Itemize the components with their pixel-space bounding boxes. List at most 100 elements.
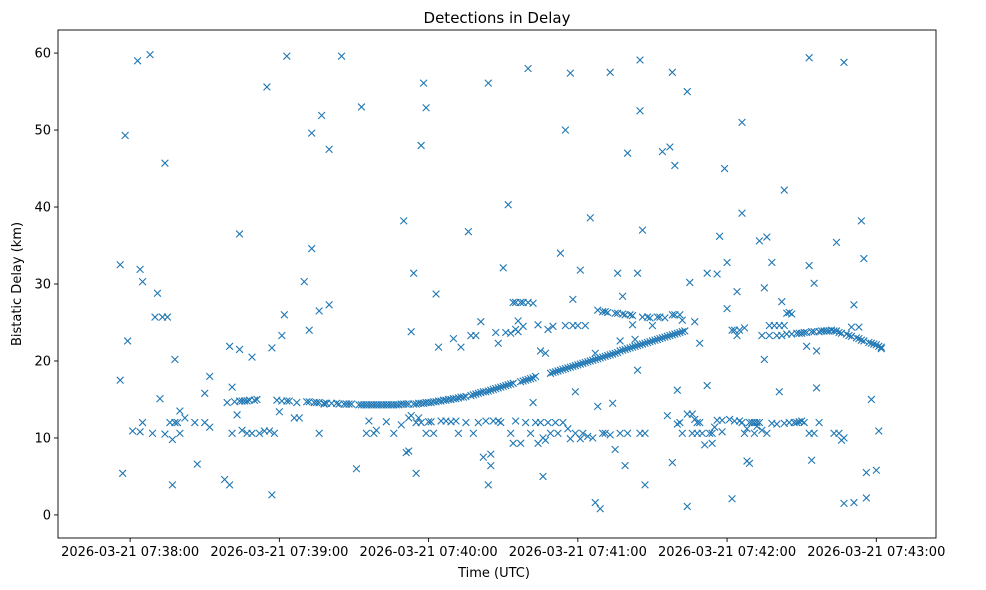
data-point xyxy=(504,381,512,389)
data-point xyxy=(452,394,460,403)
data-point xyxy=(626,310,634,319)
data-point xyxy=(300,277,309,286)
data-point xyxy=(275,407,284,416)
data-point xyxy=(800,328,808,337)
data-point xyxy=(778,297,786,306)
data-point xyxy=(598,429,607,438)
data-point xyxy=(867,395,876,404)
x-tick-label: 2026-03-21 07:38:00 xyxy=(61,545,199,560)
data-point xyxy=(611,309,619,318)
data-point xyxy=(860,254,868,263)
data-point xyxy=(740,429,749,438)
data-point xyxy=(161,430,169,438)
data-point xyxy=(840,58,848,67)
data-point xyxy=(775,387,784,396)
data-point xyxy=(708,439,716,448)
data-point xyxy=(810,429,818,438)
data-point xyxy=(860,337,868,345)
data-point xyxy=(641,339,649,348)
data-point xyxy=(571,361,580,370)
data-point xyxy=(564,424,572,433)
data-point xyxy=(544,325,552,334)
data-point xyxy=(559,365,567,374)
data-point xyxy=(835,328,843,337)
data-point xyxy=(422,429,430,438)
data-point xyxy=(671,161,679,170)
data-point xyxy=(579,429,587,438)
data-point xyxy=(840,434,848,442)
data-point xyxy=(325,300,333,309)
data-point xyxy=(875,427,883,435)
data-point xyxy=(521,376,530,385)
data-point xyxy=(280,310,289,319)
data-point xyxy=(516,298,525,307)
data-point xyxy=(489,385,498,394)
data-point xyxy=(862,468,871,477)
data-point xyxy=(608,350,617,358)
data-point xyxy=(606,431,614,439)
data-point xyxy=(268,344,276,352)
data-point xyxy=(302,397,311,406)
data-point xyxy=(118,469,127,478)
y-tick-label: 40 xyxy=(34,201,51,216)
data-point xyxy=(536,418,545,427)
data-point xyxy=(850,498,858,507)
data-point xyxy=(720,164,729,173)
data-point xyxy=(496,418,505,427)
y-axis-label: Bistatic Delay (km) xyxy=(10,222,25,346)
data-point xyxy=(703,381,711,390)
data-point xyxy=(710,423,719,431)
data-point xyxy=(191,418,199,427)
data-point xyxy=(292,398,301,407)
data-point xyxy=(168,481,177,489)
data-point xyxy=(482,387,490,396)
data-point xyxy=(753,422,761,431)
data-point xyxy=(695,339,704,348)
data-point xyxy=(477,317,485,326)
data-point xyxy=(653,313,662,321)
data-point xyxy=(646,314,654,322)
data-point xyxy=(427,417,435,426)
data-point xyxy=(432,290,440,298)
data-point xyxy=(559,418,567,427)
data-point xyxy=(536,347,545,355)
data-point xyxy=(569,362,577,371)
data-point xyxy=(850,300,858,309)
data-point xyxy=(688,410,697,418)
data-point xyxy=(872,466,881,475)
data-point xyxy=(648,321,657,330)
data-point xyxy=(138,277,147,286)
data-point xyxy=(576,360,585,368)
data-point xyxy=(698,429,706,438)
x-tick-label: 2026-03-21 07:41:00 xyxy=(509,545,647,560)
data-point xyxy=(469,391,478,399)
data-point xyxy=(574,321,582,330)
data-point xyxy=(678,316,687,324)
data-point xyxy=(549,322,557,331)
data-point xyxy=(666,143,674,151)
data-point xyxy=(653,335,662,344)
y-tick-label: 10 xyxy=(34,431,51,446)
data-point xyxy=(685,278,694,287)
data-point xyxy=(399,217,408,225)
data-point xyxy=(315,307,323,315)
data-point xyxy=(491,328,500,337)
data-point xyxy=(486,386,495,395)
data-point xyxy=(631,342,639,351)
data-point xyxy=(718,427,726,436)
data-point xyxy=(494,384,503,392)
data-point xyxy=(312,398,321,407)
data-point xyxy=(618,346,627,354)
data-point xyxy=(509,298,517,307)
data-point xyxy=(449,334,458,343)
data-point xyxy=(603,308,612,317)
x-tick-label: 2026-03-21 07:42:00 xyxy=(658,545,796,560)
data-point xyxy=(417,418,425,427)
data-point xyxy=(228,429,236,438)
data-point xyxy=(780,186,789,194)
data-point xyxy=(554,367,562,375)
data-point xyxy=(352,464,361,473)
data-point xyxy=(812,384,821,392)
data-point xyxy=(365,417,373,425)
